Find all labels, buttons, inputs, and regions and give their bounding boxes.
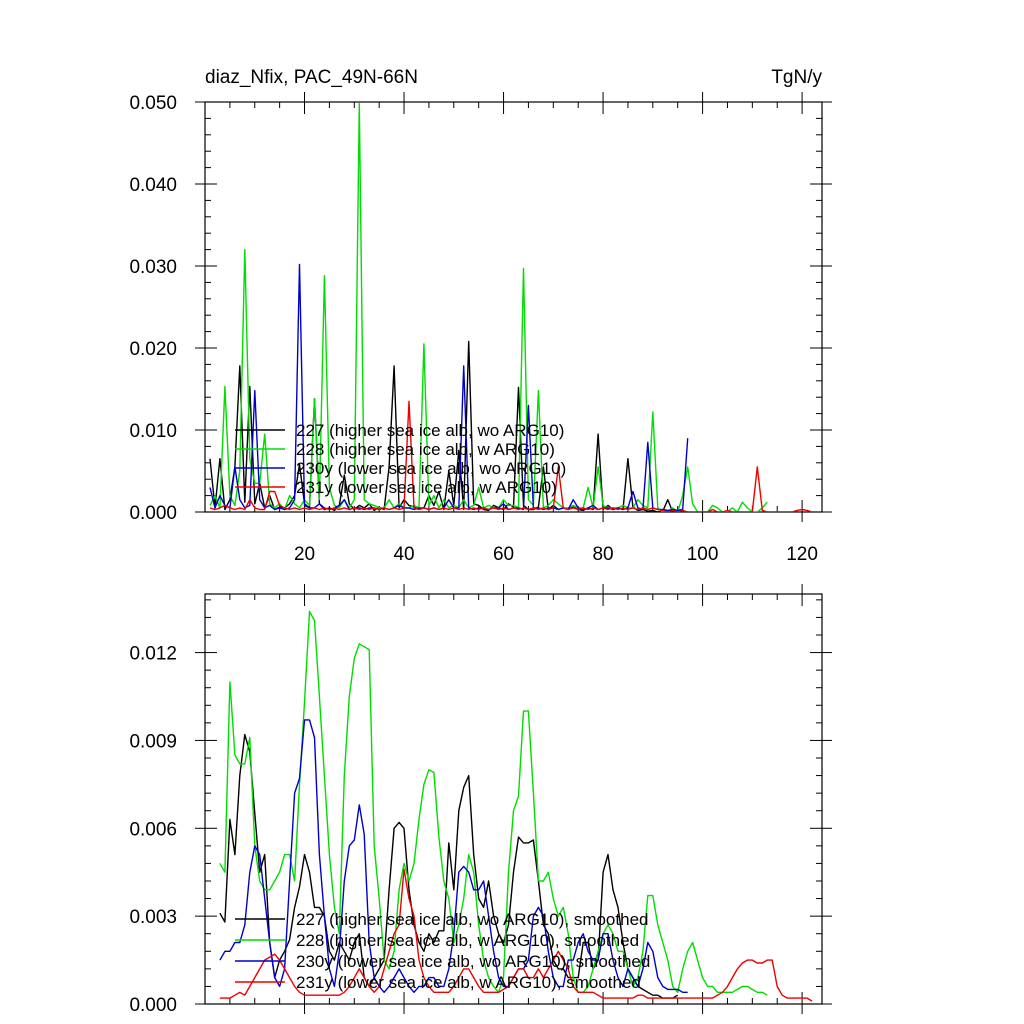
x-tick-label: 40 bbox=[393, 544, 414, 565]
x-tick-label: 100 bbox=[687, 544, 719, 565]
series-line-2 bbox=[219, 719, 688, 993]
y-tick-label: 0.010 bbox=[129, 421, 177, 442]
x-tick-label: 80 bbox=[592, 544, 613, 565]
legend-label: 230y (lower sea ice alb, wo ARG10) bbox=[296, 459, 566, 478]
legend-label: 227 (higher sea ice alb, wo ARG10), smoo… bbox=[296, 910, 648, 929]
y-tick-label: 0.012 bbox=[129, 644, 177, 665]
y-tick-label: 0.030 bbox=[129, 257, 177, 278]
y-tick-label: 0.040 bbox=[129, 175, 177, 196]
top-panel: 0.000 0.010 0.020 0.030 0.040 0.050 20 40 60 80 10… bbox=[129, 92, 832, 565]
plot-frame bbox=[204, 593, 823, 1005]
y-tick-label: 0.000 bbox=[129, 503, 177, 524]
plot-frame bbox=[204, 101, 823, 513]
series-line-3 bbox=[219, 868, 813, 1002]
chart-title: diaz_Nfix, PAC_49N-66N bbox=[205, 67, 418, 88]
x-tick-label: 20 bbox=[294, 544, 315, 565]
x-tick-label: 60 bbox=[493, 544, 514, 565]
legend-label: 230y (lower sea ice alb, wo ARG10), smoo… bbox=[296, 952, 650, 971]
x-tick-label: 120 bbox=[786, 544, 818, 565]
chart-units: TgN/y bbox=[771, 67, 822, 88]
y-tick-label: 0.020 bbox=[129, 339, 177, 360]
legend-label: 227 (higher sea ice alb, wo ARG10) bbox=[296, 421, 564, 440]
y-tick-label: 0.006 bbox=[129, 819, 177, 840]
y-tick-label: 0.050 bbox=[129, 93, 177, 114]
legend-label: 231y (lower sea ice alb, w ARG10), smoot… bbox=[296, 973, 641, 992]
series-line-0 bbox=[209, 340, 688, 512]
series-line-0 bbox=[219, 733, 679, 999]
y-tick-label: 0.009 bbox=[129, 731, 177, 752]
legend-label: 231y (lower sea ice alb, w ARG10) bbox=[296, 478, 557, 497]
y-tick-label: 0.003 bbox=[129, 907, 177, 928]
y-tick-label: 0.000 bbox=[129, 995, 177, 1016]
series-line-2 bbox=[209, 263, 689, 512]
legend-label: 228 (higher sea ice alb, w ARG10), smoot… bbox=[296, 931, 639, 950]
bottom-panel: 0.000 0.003 0.006 0.009 0.012 227 (higher sea… bbox=[129, 584, 832, 1016]
series-line-3 bbox=[209, 400, 813, 512]
series-line-1 bbox=[219, 610, 768, 996]
legend-label: 228 (higher sea ice alb, w ARG10) bbox=[296, 440, 555, 459]
